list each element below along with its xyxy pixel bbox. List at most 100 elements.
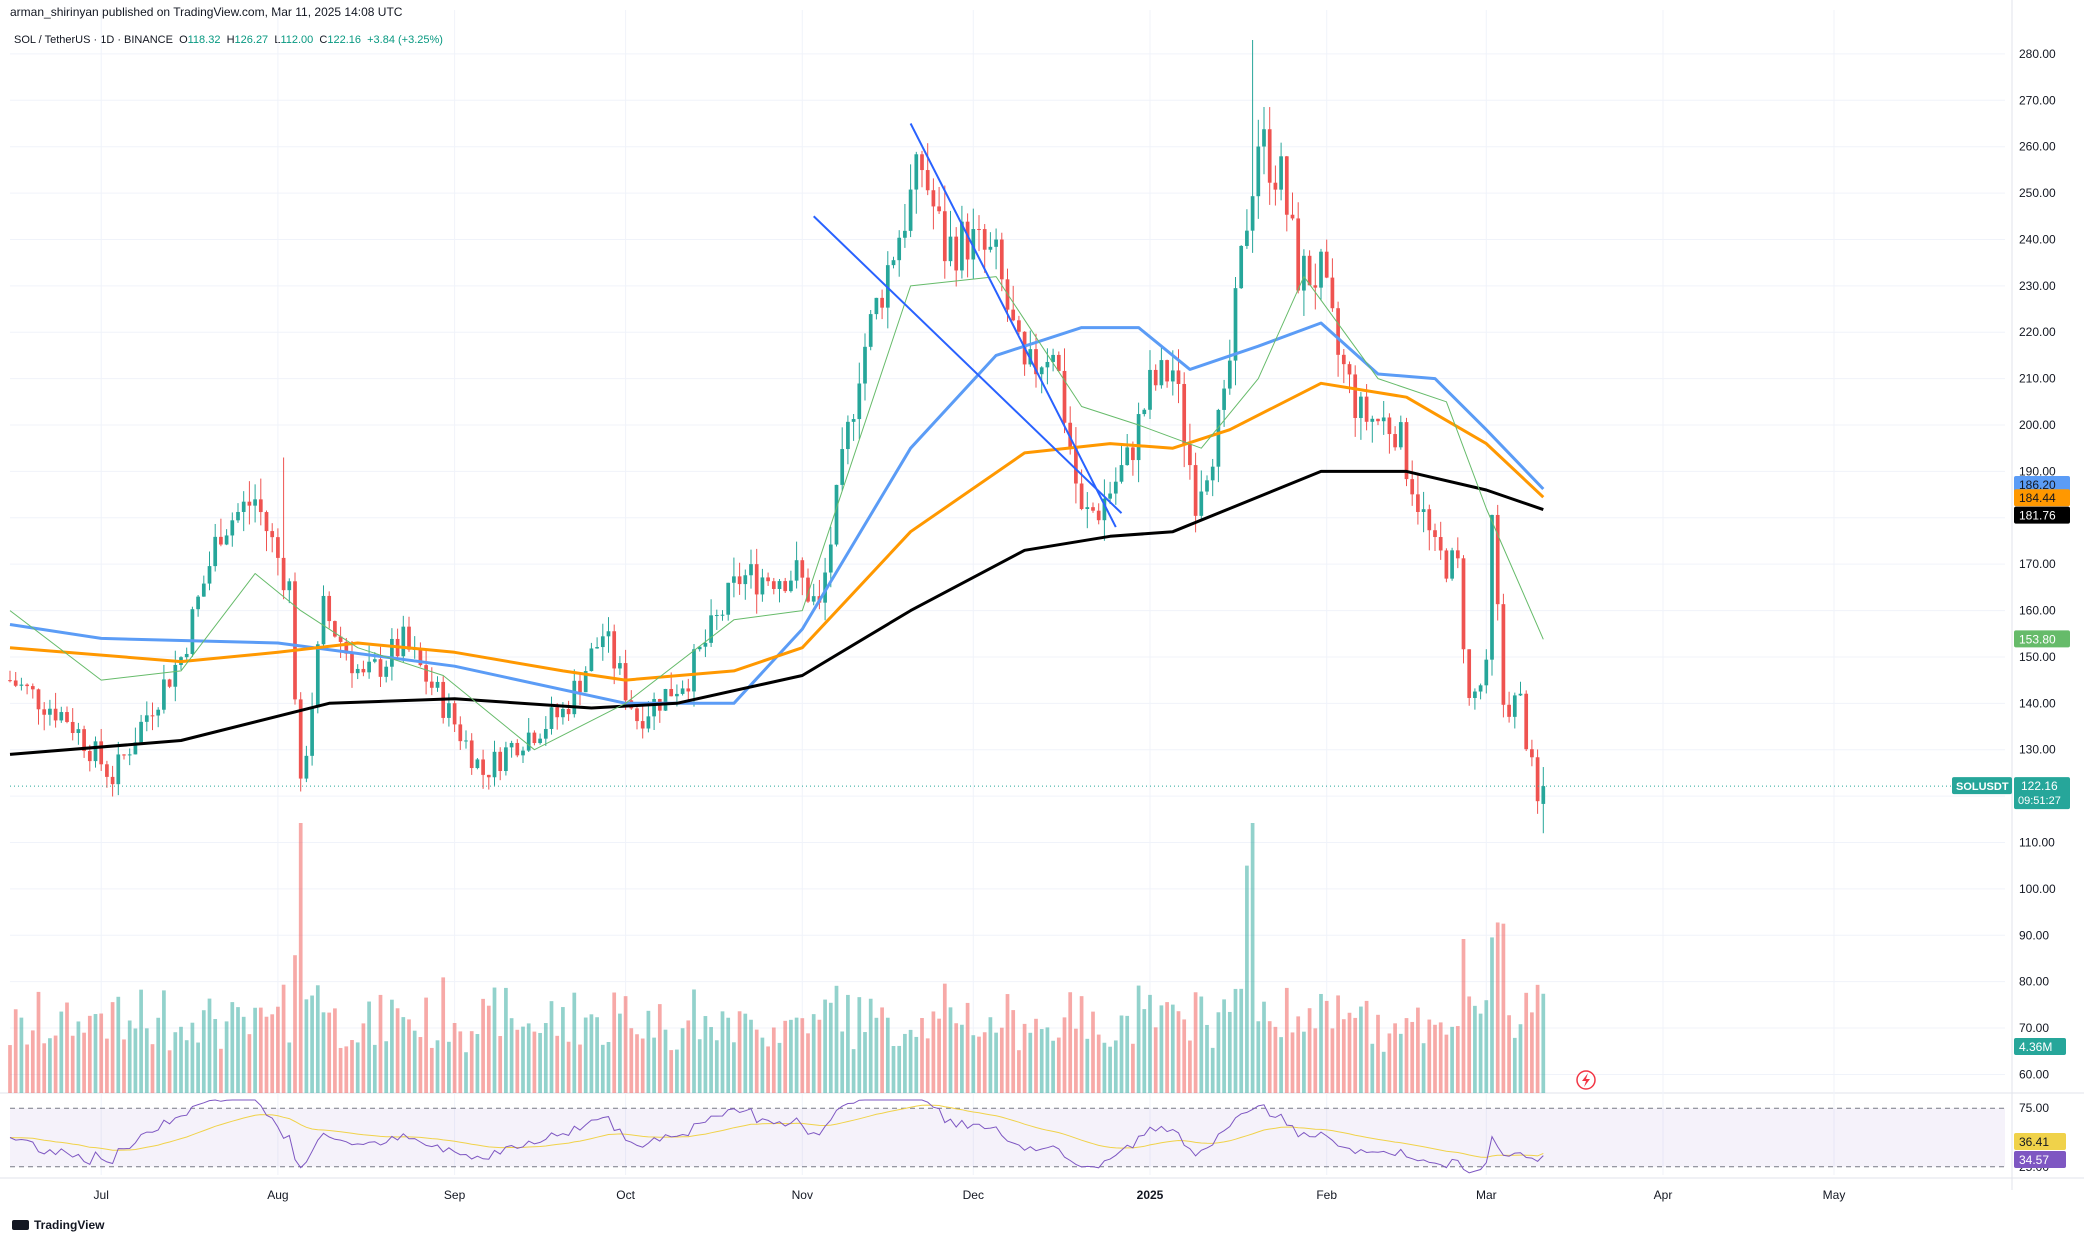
candle-body	[1062, 370, 1067, 423]
rsi-ma-line	[9, 1104, 1544, 1158]
volume-bar	[1159, 1005, 1164, 1093]
volume-bar	[315, 985, 320, 1093]
candle-body	[1091, 507, 1095, 511]
candle-body	[925, 170, 930, 191]
volume-bar	[920, 1018, 924, 1093]
volume-bar	[509, 1018, 514, 1093]
price-tick-label: 130.00	[2019, 743, 2056, 757]
time-tick-label: Aug	[267, 1188, 288, 1202]
price-tick-label: 90.00	[2019, 928, 2049, 942]
volume-bar	[714, 1040, 719, 1093]
volume-bar	[977, 1036, 981, 1093]
candle-body	[1495, 514, 1500, 605]
candle-body	[486, 774, 491, 778]
volume-bar	[1501, 923, 1506, 1093]
volume-bar	[1262, 1001, 1266, 1093]
candle-body	[1245, 230, 1249, 246]
volume-bar	[378, 994, 383, 1093]
volume-bar	[635, 1034, 639, 1093]
volume-bar	[1530, 1012, 1534, 1093]
volume-bar	[338, 1047, 343, 1093]
candle-body	[1170, 370, 1175, 382]
volume-bar	[13, 1009, 18, 1093]
volume-bar	[395, 1008, 400, 1093]
candle-body	[960, 221, 964, 271]
volume-bar	[1296, 1016, 1301, 1093]
volume-bar	[1039, 1029, 1044, 1093]
volume-bar	[789, 1019, 793, 1093]
candle-body	[1227, 360, 1232, 389]
tradingview-logo[interactable]: TradingView	[12, 1218, 104, 1232]
candle-body	[407, 626, 411, 650]
symbol-tag-text: SOLUSDT	[1956, 781, 2009, 793]
candle-body	[1074, 448, 1078, 484]
candle-body	[1450, 550, 1454, 579]
volume-bar	[749, 1019, 753, 1093]
candle-body	[287, 581, 292, 591]
symbol-info[interactable]: SOL / TetherUS · 1D · BINANCE	[14, 34, 173, 46]
candle-body	[321, 595, 326, 645]
candle-body	[76, 729, 81, 734]
ma-value-tag: 184.44	[2014, 489, 2070, 507]
candle-body	[327, 595, 332, 622]
candle-body	[99, 741, 104, 765]
volume-bar	[914, 1036, 919, 1093]
volume-bar	[754, 1029, 759, 1093]
candle-body	[492, 751, 497, 778]
candle-body	[1273, 182, 1278, 190]
price-tick-label: 110.00	[2019, 836, 2055, 850]
candle-body	[110, 776, 115, 785]
candle-body	[333, 621, 337, 637]
candle-body	[1256, 146, 1261, 197]
candle-body	[1290, 214, 1295, 219]
volume-bar	[241, 1016, 246, 1093]
volume-bar	[1524, 992, 1529, 1093]
volume-bar	[561, 1007, 565, 1093]
candle-body	[971, 229, 976, 260]
volume-bar	[407, 1019, 411, 1093]
candle-body	[903, 230, 907, 238]
volume-bar	[669, 1050, 674, 1093]
volume-bar	[116, 996, 121, 1093]
volume-bar	[942, 983, 947, 1093]
candle-body	[1085, 507, 1090, 510]
time-tick-label: Oct	[616, 1188, 635, 1202]
volume-bar	[162, 990, 166, 1093]
volume-bar	[355, 1042, 360, 1093]
time-tick-label: May	[1823, 1188, 1846, 1202]
candle-body	[469, 740, 474, 769]
volume-bar	[1461, 938, 1466, 1093]
high-label: H	[226, 34, 235, 46]
high-value: 126.27	[234, 34, 269, 46]
candle-body	[207, 566, 212, 584]
volume-bar	[219, 1048, 223, 1093]
candle-body	[201, 583, 206, 597]
candle-body	[697, 646, 702, 650]
price-tick-label: 240.00	[2019, 232, 2056, 246]
volume-bar	[874, 1017, 879, 1093]
current-price-tag: SOLUSDT 122.16 09:51:27	[1952, 777, 2070, 810]
price-tick-label: 210.00	[2019, 372, 2056, 386]
volume-value-tag-bg	[2014, 1038, 2066, 1055]
volume-bar	[954, 1023, 959, 1093]
candle-body	[1279, 156, 1283, 190]
volume-bar	[281, 984, 286, 1093]
candle-body	[384, 666, 389, 677]
volume-bar	[1079, 996, 1084, 1093]
volume-bar	[606, 1042, 611, 1093]
volume-bar	[1222, 999, 1226, 1093]
candle-body	[1102, 498, 1107, 521]
volume-bar	[1364, 1000, 1369, 1093]
volume-bar	[42, 1043, 47, 1093]
candle-body	[572, 680, 577, 715]
candle-body	[1530, 749, 1534, 758]
candle-body	[184, 653, 189, 658]
volume-bar	[236, 1007, 240, 1093]
candle-body	[1336, 308, 1340, 355]
candle-body	[1262, 129, 1266, 147]
tradingview-brand: TradingView	[34, 1218, 105, 1232]
volume-bar	[1267, 1021, 1272, 1093]
volume-bar	[1096, 1034, 1101, 1093]
candle-body	[578, 680, 582, 693]
